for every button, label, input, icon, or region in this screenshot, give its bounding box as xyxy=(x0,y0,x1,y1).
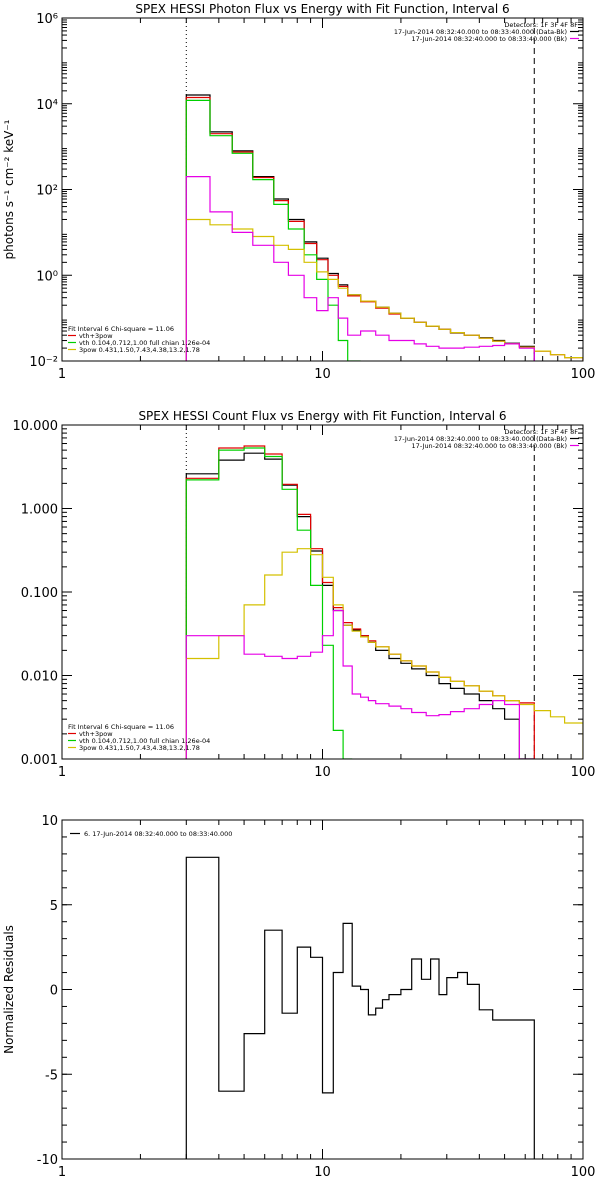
x-tick-label: 100 xyxy=(571,1165,596,1180)
plot-frame xyxy=(61,17,584,362)
series-1-histogram xyxy=(185,856,535,1159)
series-4-histogram xyxy=(185,218,583,361)
plot-frame xyxy=(61,424,584,760)
legend-header: Detectors: 1F 3F 4F 8F xyxy=(504,21,578,29)
x-tick-label: 1 xyxy=(58,367,66,382)
chart-panel-1: SPEX HESSI Photon Flux vs Energy with Fi… xyxy=(2,2,595,382)
y-axis-label: Normalized Residuals xyxy=(2,925,16,1054)
series-5-histogram xyxy=(185,609,535,759)
y-tick-label: -10 xyxy=(37,1153,58,1168)
fit-legend-entry: vth 0.104,0.712,1.00 full chian 1.26e-04 xyxy=(79,737,210,745)
fit-legend-entry: 3pow 0.431,1.50,7.43,4.38,13.2,1.78 xyxy=(79,744,200,752)
legend-entry-text: 17-Jun-2014 08:32:40.000 to 08:33:40.000… xyxy=(412,442,567,450)
x-tick-label: 1 xyxy=(58,1165,66,1180)
y-tick-label: 0 xyxy=(50,984,58,999)
y-tick-label: 5 xyxy=(50,899,58,914)
plot-frame xyxy=(61,819,584,1160)
fit-legend-entry: vth+3pow xyxy=(79,730,113,738)
series-3-histogram xyxy=(185,99,361,361)
fit-legend-header: Fit Interval 6 Chi-square = 11.06 xyxy=(68,723,174,731)
series-4-histogram xyxy=(185,548,583,759)
x-tick-label: 100 xyxy=(571,765,596,780)
chart-panel-3: Normalized Residuals 1 10 100 -10 -5 0 5 10 6. 17… xyxy=(2,814,595,1180)
y-tick-label: 10 xyxy=(41,814,58,829)
chart-title: SPEX HESSI Photon Flux vs Energy with Fi… xyxy=(135,2,509,16)
series-3-histogram xyxy=(185,447,353,759)
series-1-histogram xyxy=(185,452,535,759)
y-tick-label: 0.010 xyxy=(21,670,58,685)
x-tick-label: 1 xyxy=(58,765,66,780)
chart-title: SPEX HESSI Count Flux vs Energy with Fit… xyxy=(138,409,506,423)
y-tick-label: 0.001 xyxy=(21,753,58,768)
y-axis-label: photons s⁻¹ cm⁻² keV⁻¹ xyxy=(2,119,16,259)
legend-entry-text: 17-Jun-2014 08:32:40.000 to 08:33:40.000… xyxy=(394,435,567,443)
chart-panel-2: SPEX HESSI Count Flux vs Energy with Fit… xyxy=(13,409,596,780)
fit-legend-entry: 3pow 0.431,1.50,7.43,4.38,13.2,1.78 xyxy=(79,346,200,354)
y-tick-label: 0.100 xyxy=(21,586,58,601)
y-tick-label: -5 xyxy=(45,1068,58,1083)
y-tick-label: 10.000 xyxy=(13,419,59,434)
series-5-histogram xyxy=(185,176,535,361)
x-tick-label: 10 xyxy=(314,1165,331,1180)
legend-header: Detectors: 1F 3F 4F 8F xyxy=(504,428,578,436)
fit-legend-entry: vth 0.104,0.712,1.00 full chian 1.26e-04 xyxy=(79,339,210,347)
y-tick-label: 1.000 xyxy=(21,503,58,518)
fit-legend-entry: vth+3pow xyxy=(79,332,113,340)
y-tick-label: 10² xyxy=(36,184,58,199)
legend-entry-text: 6. 17-Jun-2014 08:32:40.000 to 08:33:40.… xyxy=(84,830,232,838)
series-2-histogram xyxy=(185,445,535,759)
x-tick-label: 100 xyxy=(571,367,596,382)
legend-entry-text: 17-Jun-2014 08:32:40.000 to 08:33:40.000… xyxy=(394,28,567,36)
x-tick-label: 10 xyxy=(314,765,331,780)
x-tick-label: 10 xyxy=(314,367,331,382)
legend-entry-text: 17-Jun-2014 08:32:40.000 to 08:33:40.000… xyxy=(412,35,567,43)
y-tick-label: 10⁻² xyxy=(29,355,58,370)
y-tick-label: 10⁰ xyxy=(36,269,58,284)
series-1-histogram xyxy=(185,94,535,361)
y-tick-label: 10⁴ xyxy=(36,98,58,113)
fit-legend-header: Fit Interval 6 Chi-square = 11.06 xyxy=(68,325,174,333)
y-tick-label: 10⁶ xyxy=(36,12,58,27)
